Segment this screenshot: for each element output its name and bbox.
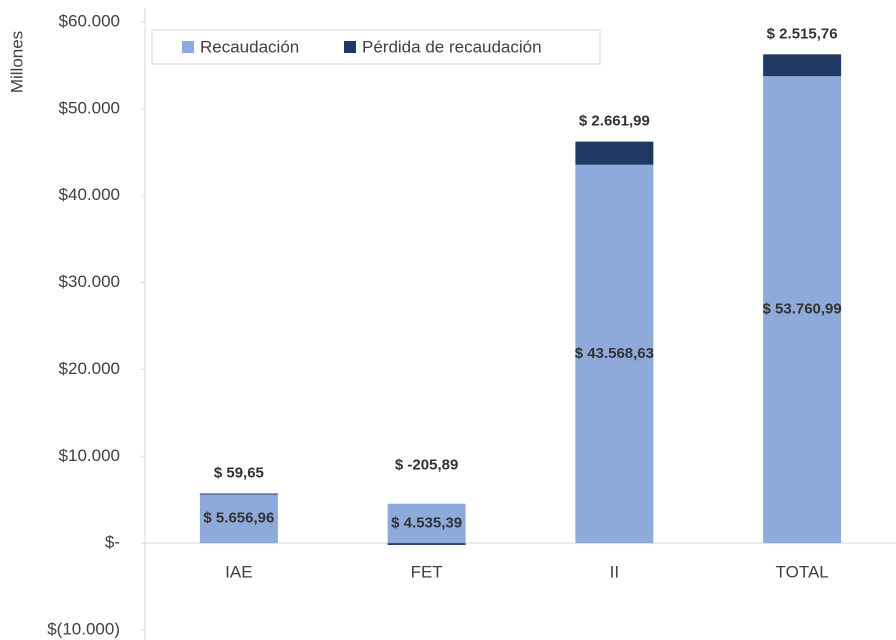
y-tick-label: $30.000 (59, 272, 120, 291)
data-label: $ 2.661,99 (579, 113, 650, 130)
data-label: $ -205,89 (395, 457, 458, 474)
bar-segment (575, 164, 654, 544)
bar-segment (199, 494, 278, 544)
y-axis-label: Millones (7, 31, 26, 93)
y-tick-label: $- (105, 533, 120, 552)
x-tick-label: IAE (225, 563, 252, 582)
bar-segment (763, 54, 842, 77)
legend-label: Recaudación (200, 37, 299, 56)
legend-swatch (344, 41, 356, 53)
data-label: $ 43.568,63 (575, 345, 654, 362)
data-label: $ 2.515,76 (767, 25, 838, 42)
legend-label: Pérdida de recaudación (362, 37, 542, 56)
bar-segment (387, 543, 466, 545)
data-label: $ 4.535,39 (391, 514, 462, 531)
bar-segment (387, 503, 466, 544)
x-tick-label: II (610, 563, 619, 582)
bar-segment (763, 76, 842, 544)
legend-box (151, 29, 601, 65)
bar-segment (575, 141, 654, 165)
y-tick-label: $10.000 (59, 446, 120, 465)
data-label: $ 59,65 (214, 464, 264, 481)
y-tick-label: $50.000 (59, 98, 120, 117)
data-label: $ 53.760,99 (763, 301, 842, 318)
data-label: $ 5.656,96 (203, 510, 274, 527)
y-tick-label: $60.000 (59, 11, 120, 30)
bar-segment (199, 493, 278, 495)
x-tick-label: TOTAL (776, 563, 829, 582)
y-tick-label: $(10.000) (47, 619, 120, 638)
y-tick-label: $40.000 (59, 185, 120, 204)
legend-swatch (182, 41, 194, 53)
x-tick-label: FET (411, 563, 443, 582)
y-tick-label: $20.000 (59, 359, 120, 378)
